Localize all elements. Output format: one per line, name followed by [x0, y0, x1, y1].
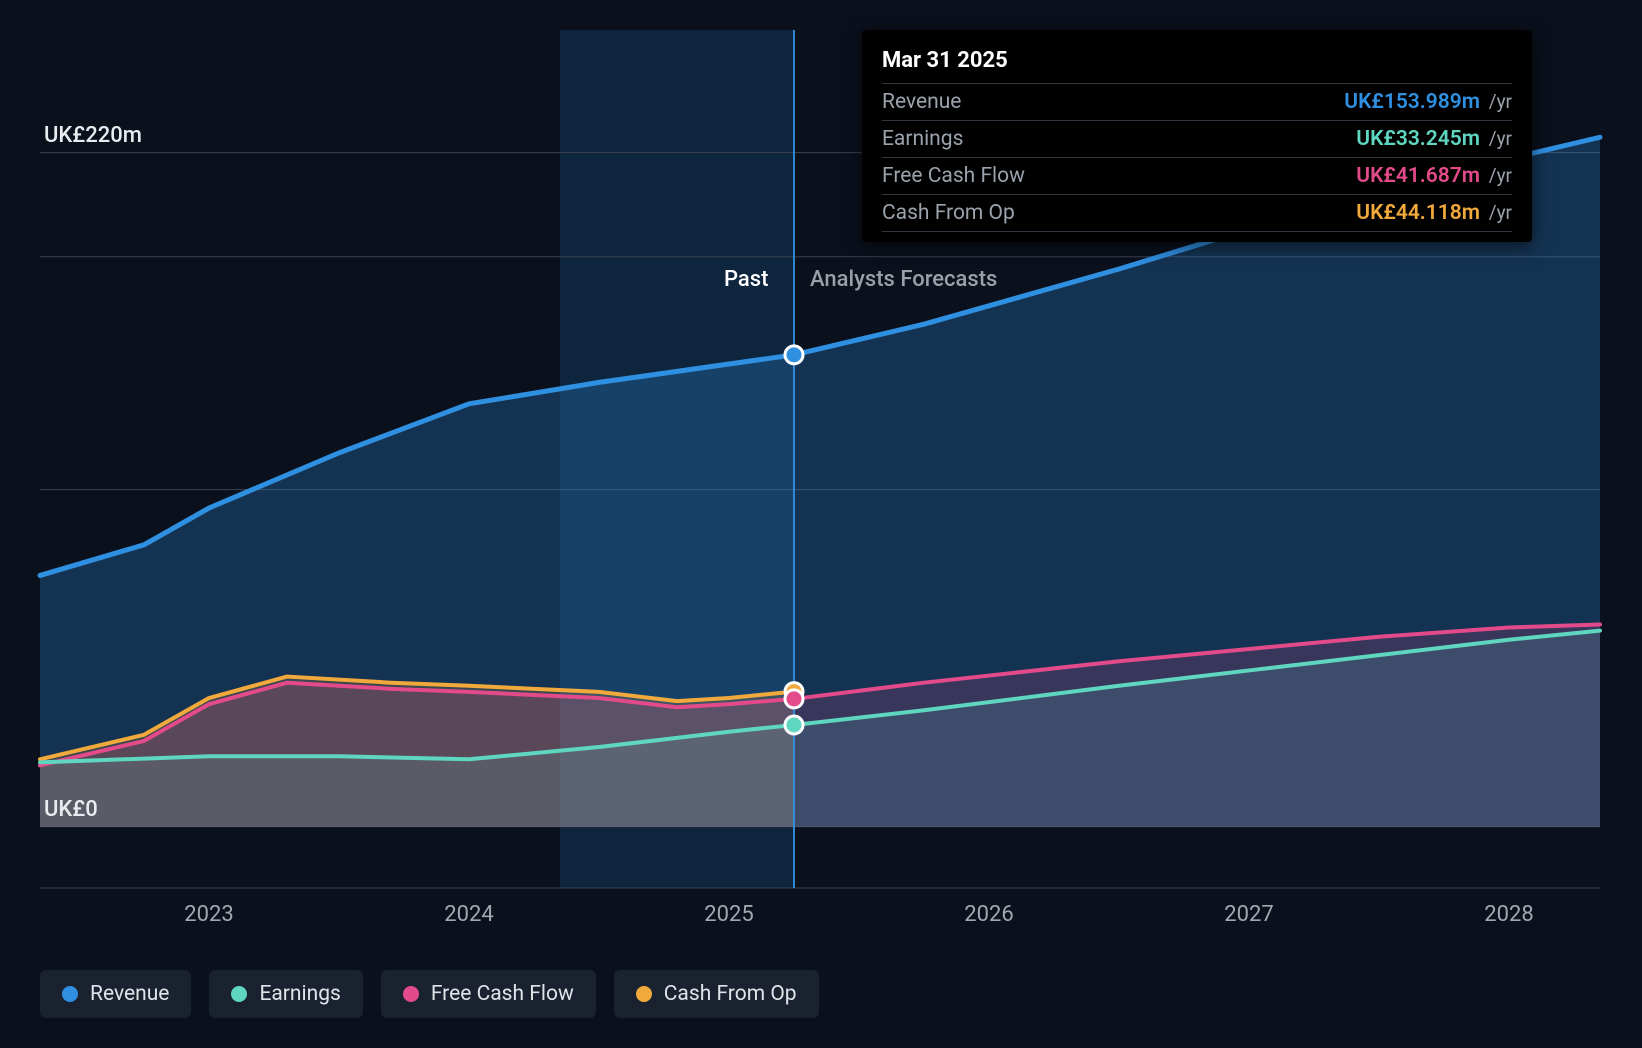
legend-item[interactable]: Cash From Op: [614, 970, 819, 1018]
tooltip-row: Earnings UK£33.245m /yr: [882, 121, 1512, 158]
tooltip-metric-label: Free Cash Flow: [882, 164, 1025, 188]
legend-item[interactable]: Earnings: [209, 970, 362, 1018]
y-axis-label: UK£0: [44, 797, 98, 822]
tooltip-date: Mar 31 2025: [882, 48, 1512, 84]
hover-marker-free_cash_flow: [785, 690, 803, 708]
legend-label: Revenue: [90, 982, 169, 1006]
legend-swatch: [231, 986, 247, 1002]
legend-swatch: [403, 986, 419, 1002]
tooltip-metric-label: Revenue: [882, 90, 961, 114]
tooltip-metric-value: UK£33.245m /yr: [1356, 127, 1512, 151]
separator-past-label: Past: [724, 267, 768, 292]
x-axis-label: 2028: [1484, 902, 1533, 927]
x-axis-label: 2025: [704, 902, 753, 927]
tooltip-metric-value: UK£153.989m /yr: [1344, 90, 1512, 114]
tooltip-row: Free Cash Flow UK£41.687m /yr: [882, 158, 1512, 195]
tooltip-row: Revenue UK£153.989m /yr: [882, 84, 1512, 121]
chart-legend: Revenue Earnings Free Cash Flow Cash From O…: [40, 970, 819, 1018]
x-axis-label: 2024: [444, 902, 493, 927]
legend-label: Cash From Op: [664, 982, 797, 1006]
legend-item[interactable]: Revenue: [40, 970, 191, 1018]
hover-marker-revenue: [785, 346, 803, 364]
x-axis-label: 2023: [184, 902, 233, 927]
financials-chart: Mar 31 2025 Revenue UK£153.989m /yr Earnin…: [0, 0, 1642, 1048]
legend-item[interactable]: Free Cash Flow: [381, 970, 596, 1018]
hover-marker-earnings: [785, 716, 803, 734]
x-axis-label: 2027: [1224, 902, 1273, 927]
x-axis-label: 2026: [964, 902, 1013, 927]
tooltip-metric-label: Cash From Op: [882, 201, 1015, 225]
y-axis-label: UK£220m: [44, 123, 142, 148]
tooltip-metric-label: Earnings: [882, 127, 963, 151]
separator-future-label: Analysts Forecasts: [810, 267, 997, 292]
legend-label: Free Cash Flow: [431, 982, 574, 1006]
tooltip-rows: Revenue UK£153.989m /yr Earnings UK£33.245m…: [882, 84, 1512, 232]
tooltip-metric-value: UK£41.687m /yr: [1356, 164, 1512, 188]
legend-label: Earnings: [259, 982, 340, 1006]
legend-swatch: [62, 986, 78, 1002]
tooltip-row: Cash From Op UK£44.118m /yr: [882, 195, 1512, 232]
legend-swatch: [636, 986, 652, 1002]
tooltip-metric-value: UK£44.118m /yr: [1356, 201, 1512, 225]
hover-tooltip: Mar 31 2025 Revenue UK£153.989m /yr Earnin…: [862, 30, 1532, 242]
